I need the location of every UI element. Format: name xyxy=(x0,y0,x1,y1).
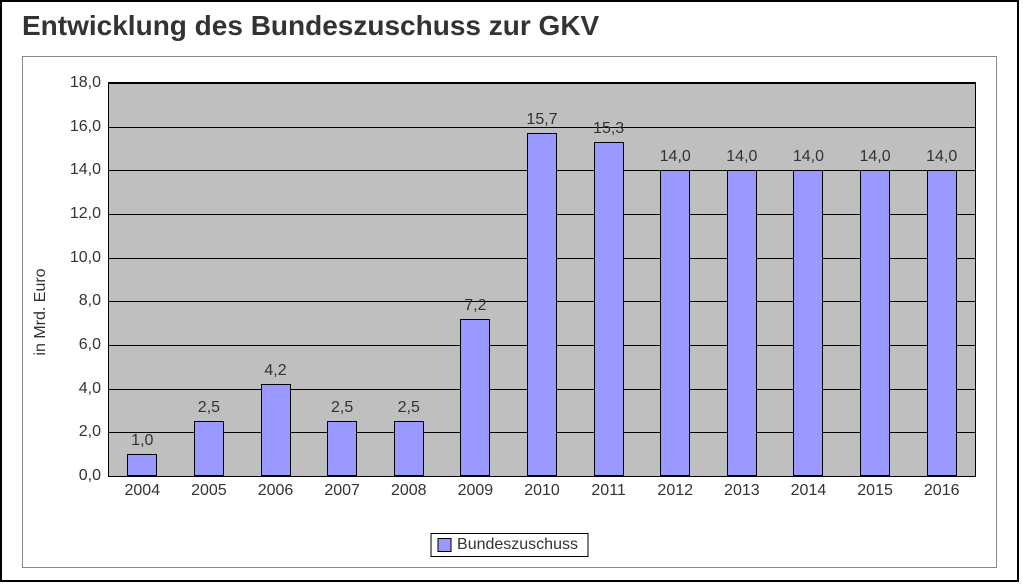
bar xyxy=(394,421,424,476)
y-tick-label: 8,0 xyxy=(79,292,109,310)
chart-box: in Mrd. Euro 0,02,04,06,08,010,012,014,0… xyxy=(22,56,997,568)
y-tick-label: 4,0 xyxy=(79,380,109,398)
bar xyxy=(261,384,291,476)
x-tick-label: 2016 xyxy=(924,476,960,500)
bar xyxy=(594,142,624,476)
y-tick-label: 16,0 xyxy=(70,118,109,136)
bar xyxy=(660,170,690,476)
bar-value-label: 14,0 xyxy=(926,148,957,166)
x-tick-label: 2005 xyxy=(191,476,227,500)
grid-line xyxy=(109,83,975,84)
x-tick-label: 2012 xyxy=(657,476,693,500)
y-tick-label: 14,0 xyxy=(70,161,109,179)
chart-container: Entwicklung des Bundeszuschuss zur GKV i… xyxy=(0,0,1019,582)
legend-swatch xyxy=(437,538,451,552)
bar xyxy=(793,170,823,476)
bar xyxy=(527,133,557,476)
x-tick-label: 2004 xyxy=(125,476,161,500)
bar-value-label: 2,5 xyxy=(398,399,420,417)
bar xyxy=(860,170,890,476)
bar-value-label: 15,7 xyxy=(526,111,557,129)
plot-area: 0,02,04,06,08,010,012,014,016,018,01,020… xyxy=(108,82,976,477)
x-tick-label: 2010 xyxy=(524,476,560,500)
bar-value-label: 14,0 xyxy=(859,148,890,166)
bar xyxy=(927,170,957,476)
bar-value-label: 2,5 xyxy=(331,399,353,417)
bar xyxy=(327,421,357,476)
y-axis-label: in Mrd. Euro xyxy=(32,268,50,355)
legend-label: Bundeszuschuss xyxy=(457,536,578,554)
y-tick-label: 6,0 xyxy=(79,336,109,354)
y-tick-label: 0,0 xyxy=(79,467,109,485)
y-tick-label: 2,0 xyxy=(79,423,109,441)
bar-value-label: 14,0 xyxy=(726,148,757,166)
chart-title: Entwicklung des Bundeszuschuss zur GKV xyxy=(2,2,1017,42)
bar xyxy=(460,319,490,476)
bar-value-label: 1,0 xyxy=(131,432,153,450)
bar-value-label: 15,3 xyxy=(593,120,624,138)
x-tick-label: 2014 xyxy=(791,476,827,500)
bar-value-label: 7,2 xyxy=(464,297,486,315)
x-tick-label: 2009 xyxy=(458,476,494,500)
bar xyxy=(194,421,224,476)
y-tick-label: 18,0 xyxy=(70,74,109,92)
bar-value-label: 14,0 xyxy=(660,148,691,166)
x-tick-label: 2006 xyxy=(258,476,294,500)
x-tick-label: 2015 xyxy=(857,476,893,500)
x-tick-label: 2011 xyxy=(591,476,625,500)
bar-value-label: 14,0 xyxy=(793,148,824,166)
x-tick-label: 2013 xyxy=(724,476,760,500)
bar xyxy=(127,454,157,476)
legend: Bundeszuschuss xyxy=(430,533,589,557)
x-tick-label: 2007 xyxy=(324,476,360,500)
y-tick-label: 12,0 xyxy=(70,205,109,223)
y-tick-label: 10,0 xyxy=(70,249,109,267)
bar-value-label: 2,5 xyxy=(198,399,220,417)
bar-value-label: 4,2 xyxy=(264,362,286,380)
bar xyxy=(727,170,757,476)
x-tick-label: 2008 xyxy=(391,476,427,500)
